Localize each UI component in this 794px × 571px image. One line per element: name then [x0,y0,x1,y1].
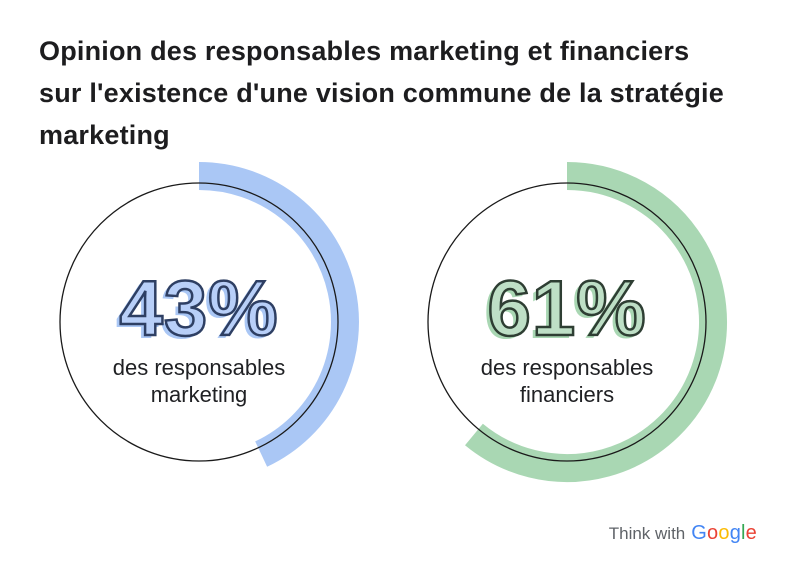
donut-svg [59,162,359,467]
google-letter: o [718,522,730,544]
chart-title-line-3: marketing [39,120,170,150]
donut-label: des responsables financiers [480,354,654,407]
think-with-google-logo: Think with Google [609,522,757,545]
donut-chart-marketing: 43% des responsables marketing [29,152,369,492]
google-letter: g [729,522,742,544]
donut-center-text: 43% des responsables marketing [29,264,369,408]
chart-title-line-2: sur l'existence d'une vision commune de … [39,78,724,108]
donut-label: des responsables marketing [112,354,286,407]
google-wordmark: Google [691,522,757,545]
think-with-label: Think with [608,524,686,543]
donut-center-text: 61% des responsables financiers [397,264,737,408]
donut-svg [427,162,728,482]
donut-arc [465,162,728,482]
google-letter: o [707,522,719,544]
chart-title-line-1: Opinion des responsables marketing et fi… [39,36,690,66]
google-letter: e [745,522,757,544]
donut-arc [198,162,359,467]
donut-percent: 43% [118,264,279,352]
donut-outline-circle [59,182,339,462]
donut-outline-circle [427,182,707,462]
donut-chart-financiers: 61% des responsables financiers [397,152,737,492]
google-letter: G [691,522,708,544]
google-letter: l [741,522,746,544]
donut-percent: 61% [486,264,647,352]
chart-title: Opinion des responsables marketing et fi… [39,30,755,156]
